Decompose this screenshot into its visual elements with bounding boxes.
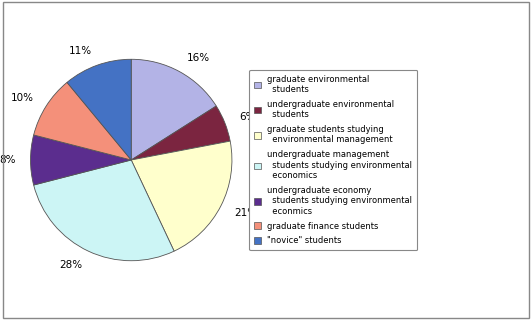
Wedge shape	[34, 82, 131, 160]
Wedge shape	[131, 106, 230, 160]
Legend: graduate environmental
  students, undergraduate environmental
  students, gradu: graduate environmental students, undergr…	[249, 70, 418, 250]
Text: 8%: 8%	[0, 155, 15, 165]
Text: 28%: 28%	[59, 260, 82, 270]
Text: 11%: 11%	[69, 46, 92, 56]
Text: 6%: 6%	[239, 112, 255, 122]
Wedge shape	[30, 135, 131, 185]
Text: 21%: 21%	[235, 208, 257, 218]
Wedge shape	[67, 59, 131, 160]
Text: 16%: 16%	[187, 53, 210, 63]
Wedge shape	[131, 141, 232, 251]
Text: 10%: 10%	[11, 93, 34, 103]
Wedge shape	[131, 59, 217, 160]
Wedge shape	[34, 160, 174, 261]
